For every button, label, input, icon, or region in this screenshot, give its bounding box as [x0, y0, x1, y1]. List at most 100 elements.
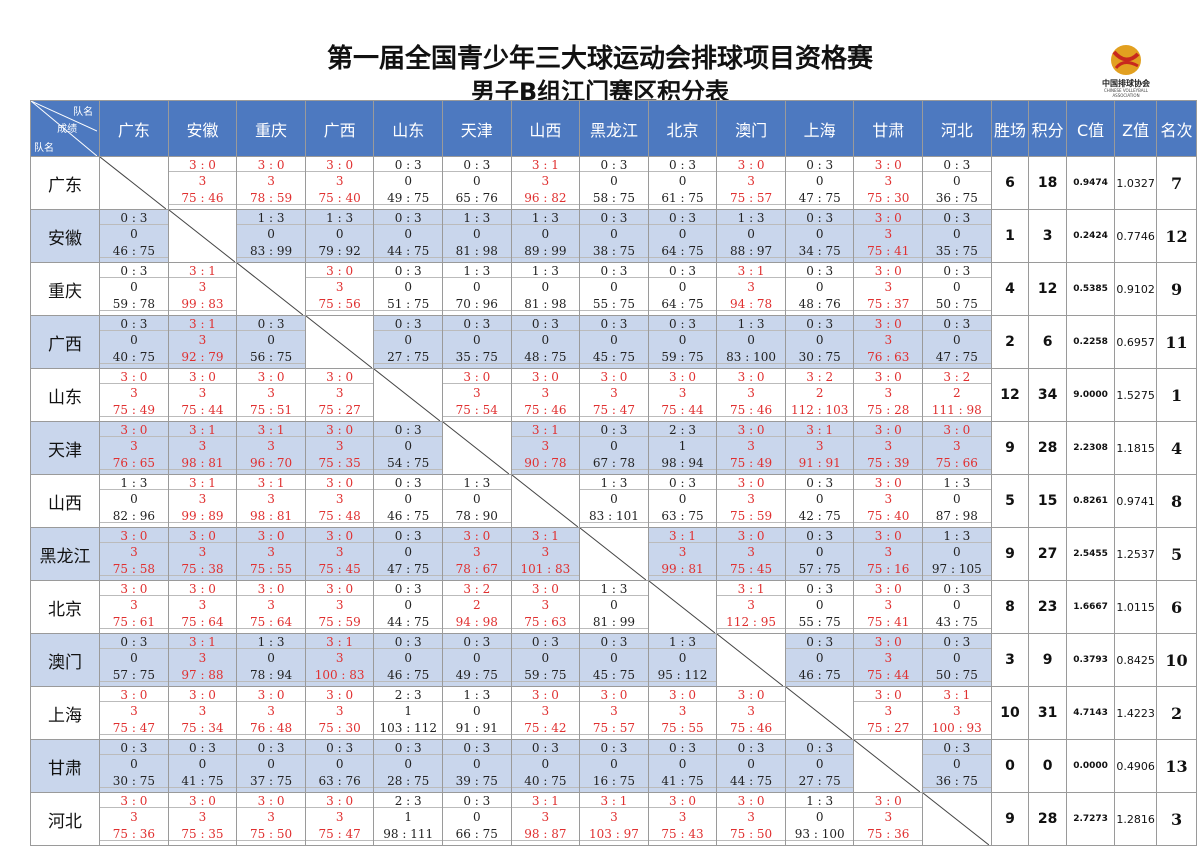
match-result-cell: 0 : 3 0 58 : 75 — [579, 156, 649, 210]
point-score: 43 : 75 — [923, 616, 991, 629]
match-result-cell: 0 : 3 0 65 : 76 — [442, 156, 512, 210]
match-points: 3 — [335, 651, 344, 665]
team-row: 广东 3 : 0 3 75 : 46 3 : 0 3 78 : 59 3 : 0 3 75 : 4… — [29, 156, 1197, 210]
team-row: 重庆 0 : 3 0 59 : 78 3 : 1 3 99 : 83 3 : 0 3 75 : 5… — [29, 262, 1197, 316]
point-score: 47 : 75 — [374, 563, 442, 576]
match-result-cell: 3 : 0 3 75 : 46 — [510, 368, 581, 422]
point-score: 49 : 75 — [443, 669, 511, 682]
set-score: 3 : 0 — [717, 424, 785, 437]
set-score: 2 : 3 — [374, 689, 442, 702]
column-header-team: 广东 — [99, 100, 169, 157]
row-team-name: 上海 — [29, 686, 101, 740]
point-score: 101 : 83 — [512, 563, 579, 576]
match-result-cell: 0 : 3 0 55 : 75 — [579, 262, 649, 316]
point-score: 30 : 75 — [100, 775, 168, 788]
point-score: 75 : 27 — [854, 722, 922, 735]
match-points: 3 — [678, 704, 687, 718]
point-score: 48 : 76 — [786, 298, 853, 311]
point-score: 36 : 75 — [923, 775, 991, 788]
match-result-cell: 0 : 3 0 56 : 75 — [236, 315, 306, 369]
point-score: 67 : 78 — [580, 457, 648, 470]
set-score: 3 : 0 — [306, 583, 373, 596]
point-score: 83 : 101 — [580, 510, 648, 523]
total-points: 31 — [1028, 686, 1067, 740]
set-score: 3 : 0 — [854, 318, 922, 331]
wins-count: 12 — [990, 368, 1030, 422]
set-score: 3 : 1 — [169, 265, 236, 278]
self-match-cell — [853, 739, 924, 793]
point-score: 75 : 44 — [169, 404, 236, 417]
point-score: 44 : 75 — [374, 616, 442, 629]
self-match-cell — [236, 262, 306, 316]
set-score: 1 : 3 — [443, 477, 511, 490]
c-value: 0.8261 — [1065, 474, 1116, 528]
corner-row-team-label: 队名 — [34, 143, 54, 154]
wins-count: 8 — [990, 580, 1030, 634]
diagonal-line — [923, 793, 990, 845]
match-result-cell: 3 : 0 3 75 : 36 — [853, 792, 924, 846]
logo-text: 中国排球协会 — [1102, 79, 1150, 88]
point-score: 75 : 51 — [237, 404, 305, 417]
set-score: 1 : 3 — [443, 265, 511, 278]
match-points: 3 — [884, 810, 893, 824]
match-result-cell: 0 : 3 0 40 : 75 — [510, 739, 581, 793]
set-score: 3 : 0 — [306, 530, 373, 543]
team-row: 河北 3 : 0 3 75 : 36 3 : 0 3 75 : 35 3 : 0 3 75 : 5… — [29, 792, 1197, 846]
point-score: 75 : 38 — [169, 563, 236, 576]
match-points: 0 — [610, 492, 618, 506]
match-points: 0 — [678, 492, 687, 506]
set-score: 3 : 1 — [649, 530, 716, 543]
match-result-cell: 3 : 0 3 75 : 41 — [853, 209, 924, 263]
z-value: 1.5275 — [1114, 368, 1158, 422]
point-score: 66 : 75 — [443, 828, 511, 841]
set-score: 3 : 2 — [786, 371, 853, 384]
match-points: 3 — [884, 598, 893, 612]
z-value: 1.4223 — [1114, 686, 1158, 740]
team-row: 广西 0 : 3 0 40 : 75 3 : 1 3 92 : 79 0 : 3 0 56 : 7… — [29, 315, 1197, 369]
match-points: 0 — [953, 651, 961, 665]
match-points: 0 — [472, 174, 481, 188]
match-points: 0 — [610, 598, 618, 612]
match-points: 0 — [610, 757, 618, 771]
match-points: 3 — [541, 598, 550, 612]
set-score: 1 : 3 — [923, 477, 991, 490]
set-score: 1 : 3 — [512, 212, 579, 225]
c-value: 2.2308 — [1065, 421, 1116, 475]
set-score: 3 : 1 — [169, 636, 236, 649]
match-points: 3 — [747, 492, 755, 506]
match-points: 0 — [815, 545, 824, 559]
set-score: 3 : 1 — [512, 424, 579, 437]
point-score: 46 : 75 — [374, 510, 442, 523]
c-value: 0.5385 — [1065, 262, 1116, 316]
match-points: 0 — [472, 810, 481, 824]
set-score: 3 : 1 — [169, 424, 236, 437]
point-score: 78 : 67 — [443, 563, 511, 576]
set-score: 3 : 0 — [923, 424, 991, 437]
match-result-cell: 3 : 0 3 75 : 40 — [853, 474, 924, 528]
match-points: 3 — [678, 810, 687, 824]
point-score: 76 : 48 — [237, 722, 305, 735]
match-result-cell: 3 : 0 3 75 : 30 — [304, 686, 375, 740]
point-score: 40 : 75 — [512, 775, 579, 788]
set-score: 1 : 3 — [580, 477, 648, 490]
match-points: 3 — [130, 704, 138, 718]
match-points: 0 — [678, 651, 687, 665]
total-points: 23 — [1028, 580, 1067, 634]
set-score: 3 : 0 — [169, 530, 236, 543]
match-points: 0 — [541, 757, 550, 771]
point-score: 57 : 75 — [786, 563, 853, 576]
point-score: 30 : 75 — [786, 351, 853, 364]
match-points: 3 — [335, 704, 344, 718]
match-result-cell: 0 : 3 0 45 : 75 — [579, 315, 649, 369]
point-score: 34 : 75 — [786, 245, 853, 258]
match-points: 3 — [678, 545, 687, 559]
diagonal-line — [169, 210, 235, 262]
match-points: 0 — [404, 757, 413, 771]
point-score: 75 : 36 — [100, 828, 168, 841]
point-score: 98 : 94 — [649, 457, 716, 470]
set-score: 0 : 3 — [786, 265, 853, 278]
match-result-cell: 0 : 3 0 59 : 75 — [647, 315, 718, 369]
match-points: 0 — [953, 492, 961, 506]
set-score: 3 : 0 — [237, 530, 305, 543]
self-match-cell — [510, 474, 581, 528]
